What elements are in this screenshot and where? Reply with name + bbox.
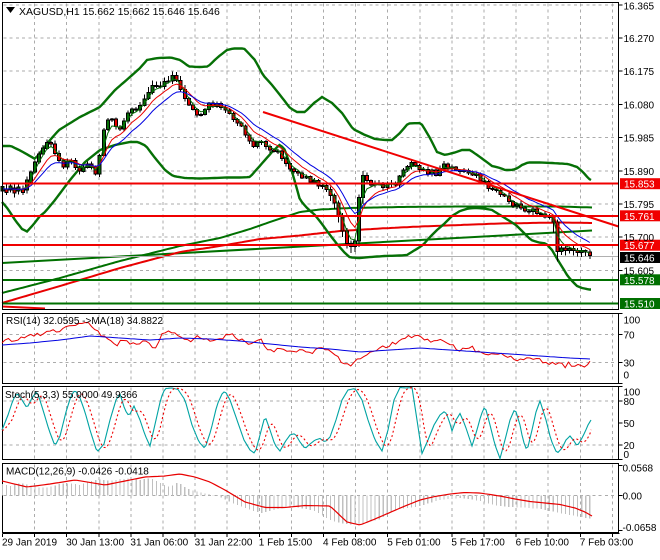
- svg-text:MACD(12,26,9) -0.0426 -0.0418: MACD(12,26,9) -0.0426 -0.0418: [6, 467, 149, 478]
- svg-text:15.761: 15.761: [624, 212, 655, 223]
- svg-text:15.510: 15.510: [624, 300, 655, 311]
- svg-text:70: 70: [624, 331, 636, 342]
- svg-text:29 Jan 2019: 29 Jan 2019: [2, 538, 57, 549]
- svg-text:15.605: 15.605: [624, 266, 655, 277]
- svg-text:30: 30: [624, 359, 636, 370]
- svg-text:RSI(14) 32.0595 ->MA(18) 34.8: RSI(14) 32.0595 ->MA(18) 34.8822: [6, 316, 163, 327]
- svg-text:16.080: 16.080: [624, 100, 655, 111]
- svg-text:15.578: 15.578: [624, 276, 655, 287]
- svg-text:100: 100: [624, 316, 641, 327]
- svg-text:0.00: 0.00: [623, 492, 643, 503]
- svg-text:0.0568: 0.0568: [623, 464, 654, 475]
- svg-text:15.890: 15.890: [624, 167, 655, 178]
- svg-text:15.853: 15.853: [624, 180, 655, 191]
- svg-text:15.677: 15.677: [624, 241, 655, 252]
- svg-text:20: 20: [624, 441, 636, 452]
- svg-text:31 Jan 22:00: 31 Jan 22:00: [195, 538, 253, 549]
- svg-text:5 Feb 17:00: 5 Feb 17:00: [451, 538, 505, 549]
- svg-text:15.646: 15.646: [624, 254, 655, 265]
- svg-text:0: 0: [624, 450, 630, 461]
- svg-text:0: 0: [624, 371, 630, 382]
- svg-text:Stoch(5,3,3) 55.0000 49.9366: Stoch(5,3,3) 55.0000 49.9366: [5, 390, 138, 401]
- svg-text:1 Feb 15:00: 1 Feb 15:00: [259, 538, 313, 549]
- svg-text:30 Jan 13:00: 30 Jan 13:00: [66, 538, 124, 549]
- svg-text:5 Feb 01:00: 5 Feb 01:00: [387, 538, 441, 549]
- svg-text:15.700: 15.700: [624, 233, 655, 244]
- svg-text:50: 50: [624, 419, 636, 430]
- svg-text:80: 80: [624, 397, 636, 408]
- svg-text:XAGUSD,H1 15.662 15.662 15.64: XAGUSD,H1 15.662 15.662 15.646 15.646: [19, 6, 220, 18]
- svg-text:4 Feb 08:00: 4 Feb 08:00: [323, 538, 377, 549]
- svg-text:31 Jan 06:00: 31 Jan 06:00: [130, 538, 188, 549]
- svg-text:-0.0658: -0.0658: [623, 523, 657, 534]
- svg-text:100: 100: [624, 388, 641, 399]
- svg-text:16.365: 16.365: [624, 2, 655, 13]
- svg-text:16.270: 16.270: [624, 34, 655, 45]
- svg-text:15.795: 15.795: [624, 200, 655, 211]
- svg-text:15.985: 15.985: [624, 134, 655, 145]
- svg-text:6 Feb 10:00: 6 Feb 10:00: [516, 538, 570, 549]
- svg-text:7 Feb 03:00: 7 Feb 03:00: [580, 538, 634, 549]
- svg-text:16.175: 16.175: [624, 67, 655, 78]
